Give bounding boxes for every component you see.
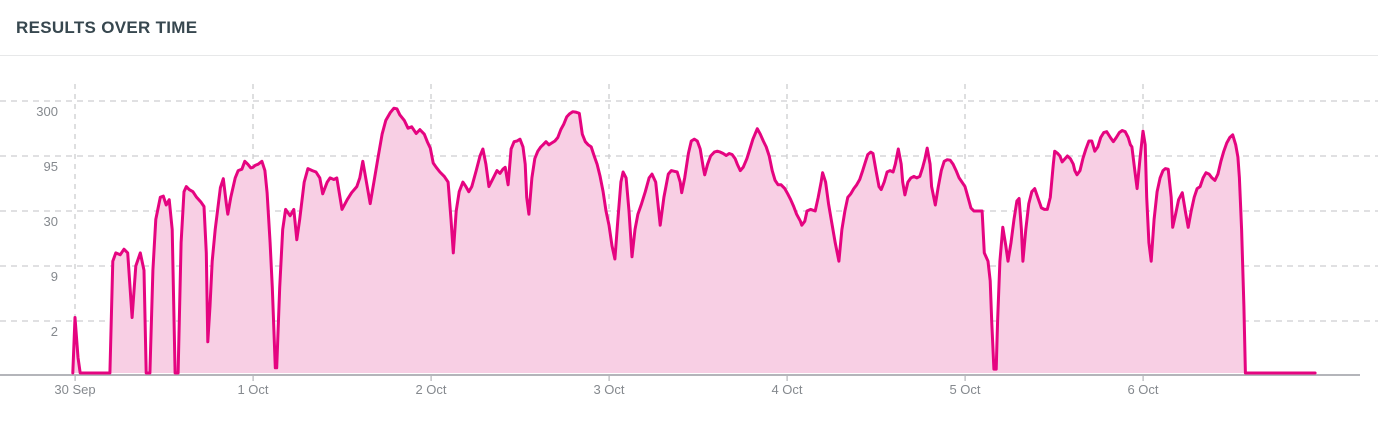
- x-axis-tick: [964, 376, 966, 381]
- series-area-fill: [72, 108, 1316, 373]
- x-axis-tick: [1142, 376, 1144, 381]
- x-axis-tick: [74, 376, 76, 381]
- series-line: [71, 106, 1317, 375]
- x-axis-line: [0, 374, 1360, 376]
- x-axis-tick: [786, 376, 788, 381]
- panel-title: RESULTS OVER TIME: [16, 18, 198, 37]
- panel-header: RESULTS OVER TIME: [0, 0, 1378, 56]
- x-axis-tick: [430, 376, 432, 381]
- x-axis-tick: [608, 376, 610, 381]
- x-axis-tick: [252, 376, 254, 381]
